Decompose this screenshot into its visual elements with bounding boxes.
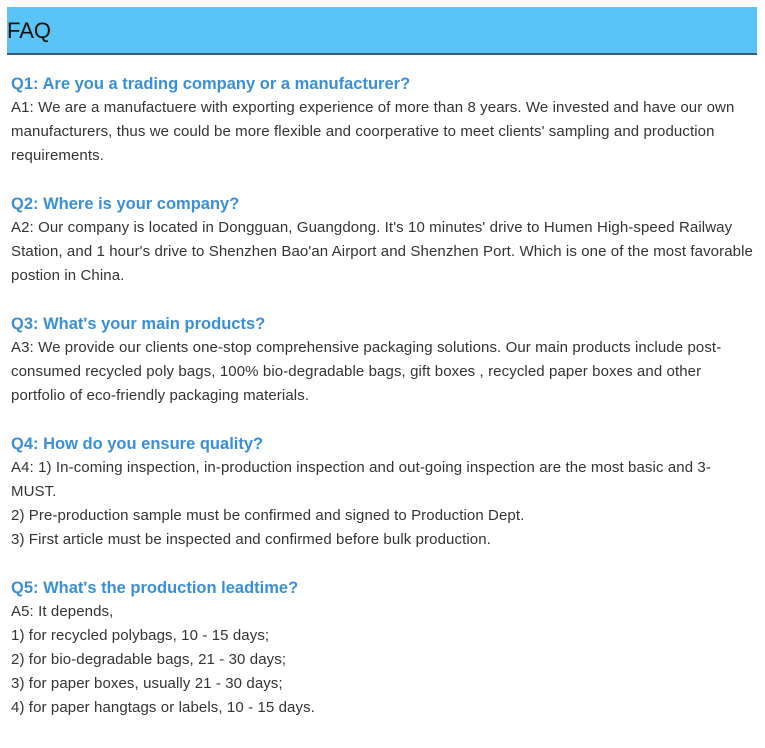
question: Q5: What's the production leadtime? bbox=[11, 579, 299, 597]
question: Q2: Where is your company? bbox=[11, 195, 240, 213]
answer-line: 1) for recycled polybags, 10 - 15 days; bbox=[11, 627, 270, 644]
faq-item-2: Q2: Where is your company? A2: Our compa… bbox=[11, 192, 756, 288]
answer-line: 3) First article must be inspected and c… bbox=[11, 531, 491, 548]
page-title: FAQ bbox=[7, 18, 52, 43]
faq-item-3: Q3: What's your main products? A3: We pr… bbox=[11, 312, 756, 408]
answer: A1: We are a manufactuere with exporting… bbox=[11, 99, 735, 164]
question: Q3: What's your main products? bbox=[11, 315, 266, 333]
answer-line: 2) for bio-degradable bags, 21 - 30 days… bbox=[11, 651, 287, 668]
faq-list: Q1: Are you a trading company or a manuf… bbox=[11, 72, 756, 744]
answer-line: 4) for paper hangtags or labels, 10 - 15… bbox=[11, 699, 315, 716]
faq-item-1: Q1: Are you a trading company or a manuf… bbox=[11, 72, 756, 168]
question: Q1: Are you a trading company or a manuf… bbox=[11, 75, 411, 93]
answer: A2: Our company is located in Dongguan, … bbox=[11, 219, 753, 284]
answer-line: 3) for paper boxes, usually 21 - 30 days… bbox=[11, 675, 283, 692]
faq-item-4: Q4: How do you ensure quality? A4: 1) In… bbox=[11, 432, 756, 552]
answer: A3: We provide our clients one-stop comp… bbox=[11, 339, 722, 404]
faq-item-5: Q5: What's the production leadtime? A5: … bbox=[11, 576, 756, 720]
question: Q4: How do you ensure quality? bbox=[11, 435, 264, 453]
faq-header: FAQ bbox=[7, 7, 757, 55]
answer: A4: 1) In-coming inspection, in-producti… bbox=[11, 459, 711, 500]
answer-line: 2) Pre-production sample must be confirm… bbox=[11, 507, 525, 524]
answer: A5: It depends, bbox=[11, 603, 114, 620]
